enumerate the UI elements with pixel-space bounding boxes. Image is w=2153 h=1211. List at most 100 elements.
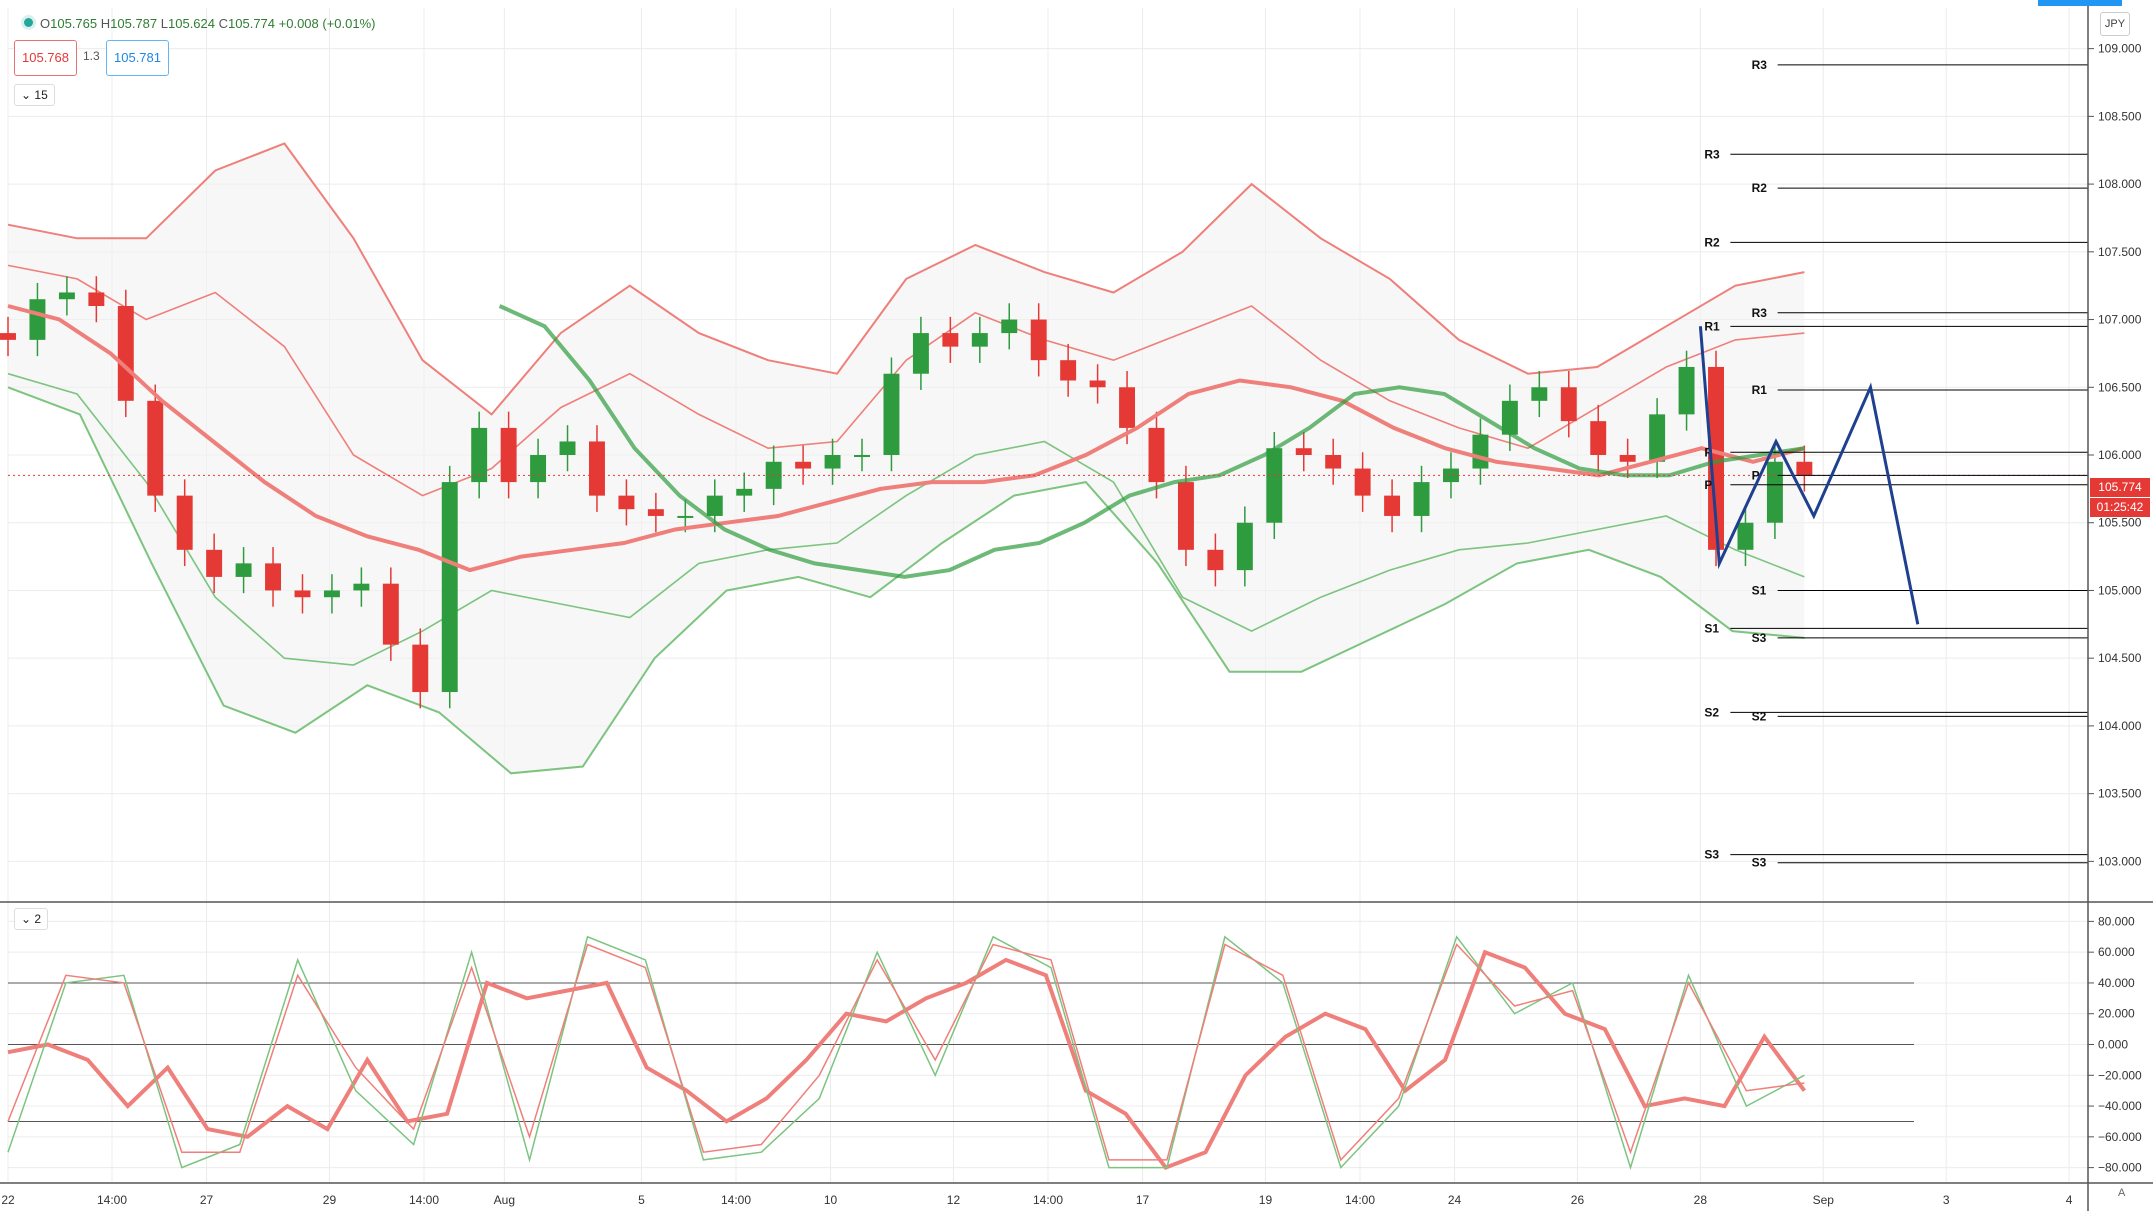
- candle-body: [824, 455, 841, 469]
- candle-body: [1295, 448, 1312, 455]
- candle-body: [294, 590, 311, 598]
- candle-body: [1060, 360, 1077, 381]
- candle-body: [1384, 495, 1401, 516]
- candle-body: [1030, 319, 1047, 361]
- x-tick-label: 12: [947, 1193, 961, 1207]
- open-value: 105.765: [50, 16, 98, 31]
- close-value: 105.774: [228, 16, 276, 31]
- candle-body: [1472, 434, 1489, 469]
- candle-body: [1207, 549, 1224, 571]
- candle-body: [1619, 455, 1636, 462]
- buy-button[interactable]: 105.781: [106, 40, 169, 76]
- candle-body: [58, 292, 75, 300]
- envelope-band: [8, 143, 1805, 774]
- candle-body: [412, 644, 429, 693]
- y-tick-label: 103.000: [2098, 854, 2142, 868]
- osc-main-line: [7, 949, 1807, 1171]
- ohlc-legend: O105.765 H105.787 L105.624 C105.774 +0.0…: [40, 16, 376, 31]
- candle-body: [1001, 319, 1018, 334]
- y-tick-label: 108.000: [2098, 177, 2142, 191]
- x-tick-label: 5: [638, 1193, 645, 1207]
- candle-body: [647, 509, 664, 516]
- candle-body: [912, 333, 929, 374]
- currency-badge[interactable]: JPY: [2100, 12, 2130, 36]
- candle-body: [117, 306, 134, 401]
- close-label: C: [218, 16, 229, 31]
- chevron-down-icon: ⌄: [21, 912, 32, 926]
- candle-body: [795, 461, 812, 469]
- y-tick-label: 106.500: [2098, 380, 2142, 394]
- x-tick-label: 14:00: [409, 1193, 439, 1207]
- interval-value: 15: [34, 88, 48, 102]
- envelope-envelope_outer_upper: [7, 142, 1805, 416]
- osc-tick-label: −20.000: [2098, 1068, 2142, 1082]
- candle-body: [323, 590, 340, 598]
- candle-body: [265, 563, 282, 591]
- osc-tick-label: 40.000: [2098, 976, 2135, 990]
- candle-body: [1737, 522, 1754, 550]
- candle-body: [883, 373, 900, 455]
- osc-interval-value: 2: [34, 912, 42, 926]
- pivot-label: P: [1752, 468, 1760, 482]
- candle-body: [559, 441, 576, 455]
- osc-tick-label: −40.000: [2098, 1099, 2142, 1113]
- candle-body: [677, 515, 694, 518]
- candle-body: [353, 583, 370, 591]
- candle-body: [88, 292, 105, 306]
- candle-body: [1708, 366, 1724, 550]
- y-tick-label: 107.000: [2098, 313, 2142, 327]
- x-tick-label: 26: [1571, 1193, 1585, 1207]
- pivot-label: R1: [1752, 383, 1768, 397]
- pivot-label: P: [1704, 478, 1712, 492]
- candle-body: [29, 299, 46, 340]
- y-tick-label: 109.000: [2098, 42, 2142, 56]
- pivot-label: S3: [1704, 848, 1719, 862]
- osc-slow-line: [7, 943, 1805, 1162]
- x-tick-label: 22: [1, 1193, 15, 1207]
- indicator-toggle-oscillator[interactable]: ⌄ 2: [14, 908, 49, 930]
- envelope-lines: [7, 142, 1805, 775]
- candle-body: [382, 583, 399, 645]
- envelope-envelope_outer_lower: [7, 386, 1805, 775]
- sell-button[interactable]: 105.768: [14, 40, 77, 76]
- candle-body: [1678, 366, 1695, 415]
- x-tick-label: 14:00: [97, 1193, 127, 1207]
- x-tick-label: 14:00: [1345, 1193, 1375, 1207]
- last-price-label: 105.774: [2090, 478, 2150, 497]
- spread-value: 1.3: [83, 49, 100, 63]
- zigzag-projection: [1698, 326, 1920, 625]
- candle-body: [1649, 414, 1666, 462]
- high-label: H: [100, 16, 111, 31]
- candle-body: [971, 333, 988, 347]
- osc-tick-label: 80.000: [2098, 914, 2135, 928]
- candle-body: [530, 455, 547, 483]
- candle-body: [1119, 387, 1136, 428]
- pivot-label: S1: [1704, 621, 1719, 635]
- symbol-status-icon: [24, 18, 33, 27]
- x-tick-label: 14:00: [721, 1193, 751, 1207]
- candle-body: [1266, 448, 1283, 523]
- indicator-toggle-main[interactable]: ⌄ 15: [14, 84, 55, 106]
- candle-body: [441, 482, 458, 693]
- pivot-label: R1: [1704, 319, 1720, 333]
- osc-tick-label: 0.000: [2098, 1038, 2128, 1052]
- auto-scale-button[interactable]: A: [2118, 1187, 2126, 1199]
- oscillator-pane: [0, 901, 2153, 1171]
- candle-body: [1590, 421, 1607, 455]
- candle-body: [589, 441, 605, 496]
- candle-body: [0, 333, 16, 340]
- x-tick-label: 27: [200, 1193, 214, 1207]
- candle-body: [1325, 455, 1342, 469]
- pivot-levels: R3 R3 R2 R2 R3 R1 R1 P P P S1 S1 S3 S2 S2 S3 S3: [8, 58, 2088, 870]
- candle-body: [618, 495, 635, 510]
- pivot-label: R3: [1752, 306, 1768, 320]
- x-tick-label: Sep: [1813, 1193, 1835, 1207]
- moving-averages: [7, 304, 1805, 579]
- x-tick-label: 4: [2066, 1193, 2073, 1207]
- candle-body: [1443, 468, 1459, 483]
- osc-tick-label: 20.000: [2098, 1007, 2135, 1021]
- candle-body: [1236, 522, 1253, 571]
- candle-body: [206, 549, 223, 577]
